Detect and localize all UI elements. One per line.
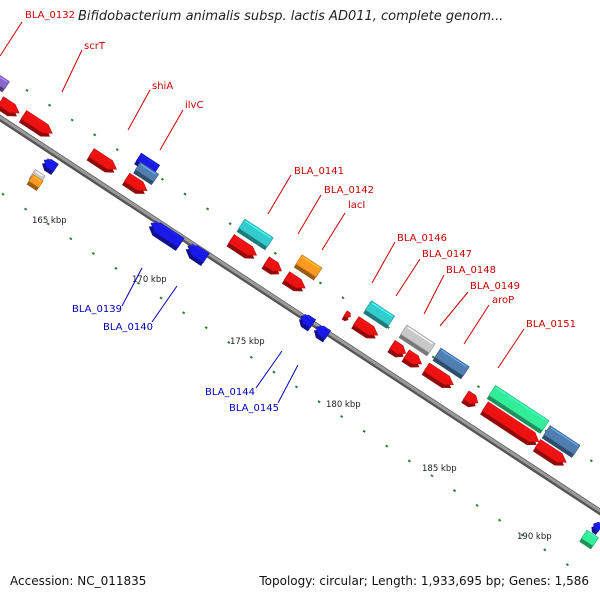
gene-arrow-19[interactable] [421,362,456,392]
gene-arrow-10[interactable] [293,254,323,281]
gene-label-laci: lacI [348,200,365,211]
gene-arrow-32[interactable] [589,520,600,535]
gene-arrow-1[interactable] [0,96,22,121]
gene-label-bla-0149: BLA_0149 [470,281,520,292]
gene-arrow-15[interactable] [398,324,436,357]
accession-text: Accession: NC_011835 [10,574,147,588]
gene-arrow-9[interactable] [261,256,285,279]
topology-text: Topology: circular; Length: 1,933,695 bp… [259,574,589,588]
gene-arrow-28[interactable] [146,219,185,251]
scale-labels: 165 kbp 170 kbp 175 kbp 180 kbp 185 kbp … [32,216,552,542]
gene-label-bla-0141: BLA_0141 [294,166,344,177]
gene-arrow-12[interactable] [341,310,353,323]
gene-label-bla-0151: BLA_0151 [526,319,576,330]
gene-arrow-23[interactable] [480,401,542,450]
gene-arrow-2[interactable] [18,110,55,140]
gene-label-bla-0145: BLA_0145 [229,403,279,414]
scale-label-165: 165 kbp [32,216,67,226]
forward-gene-labels: BLA_0132 scrT shiA ilvC BLA_0141 BLA_014… [25,10,576,330]
gene-label-bla-0147: BLA_0147 [422,249,472,260]
reverse-gene-labels: BLA_0139 BLA_0140 BLA_0144 BLA_0145 [72,304,279,414]
gene-arrow-21[interactable] [486,385,550,434]
gene-label-bla-0140: BLA_0140 [103,322,153,333]
gene-arrow-22[interactable] [541,425,581,458]
gene-arrow-7[interactable] [236,218,274,251]
gene-arrow-33[interactable] [579,529,600,550]
gene-arrow-20[interactable] [461,390,480,410]
gene-arrow-8[interactable] [226,234,260,263]
genome-backbone [0,114,600,516]
gene-arrow-25[interactable] [39,156,59,175]
gene-label-bla-0142: BLA_0142 [324,185,374,196]
gene-label-bla-0148: BLA_0148 [446,265,496,276]
gene-arrow-30[interactable] [296,312,317,332]
gene-label-shia: shiA [152,81,173,92]
gene-features[interactable] [0,74,600,550]
gene-arrow-31[interactable] [311,323,332,343]
gene-label-bla-0139: BLA_0139 [72,304,122,315]
gene-label-ilvc: ilvC [185,100,203,111]
gene-arrow-14[interactable] [351,316,380,343]
gene-label-arop: aroP [492,295,514,306]
gene-arrow-17[interactable] [401,349,425,372]
gene-arrow-5[interactable] [133,161,160,186]
scale-label-170: 170 kbp [132,275,167,285]
scale-label-185: 185 kbp [422,464,457,474]
gene-arrow-27[interactable] [26,173,44,191]
gene-arrow-29[interactable] [183,241,210,266]
gene-label-bla-0132: BLA_0132 [25,10,75,21]
gene-arrow-6[interactable] [122,172,150,198]
gene-arrow-18[interactable] [432,347,470,380]
sequence-title: Bifidobacterium animalis subsp. lactis A… [78,9,504,24]
gene-arrow-11[interactable] [281,271,308,296]
gene-arrow-13[interactable] [363,300,396,329]
scale-label-190: 190 kbp [517,532,552,542]
scale-label-180: 180 kbp [326,400,361,410]
gene-label-bla-0146: BLA_0146 [397,233,447,244]
scale-label-175: 175 kbp [230,337,265,347]
label-leader-lines [0,21,525,404]
gene-arrow-16[interactable] [387,340,408,360]
gene-arrow-3[interactable] [86,148,120,177]
gene-label-bla-0144: BLA_0144 [205,387,255,398]
gene-arrow-0[interactable] [0,74,10,93]
gene-label-scrt: scrT [84,41,106,52]
gene-arrow-24[interactable] [532,439,569,469]
